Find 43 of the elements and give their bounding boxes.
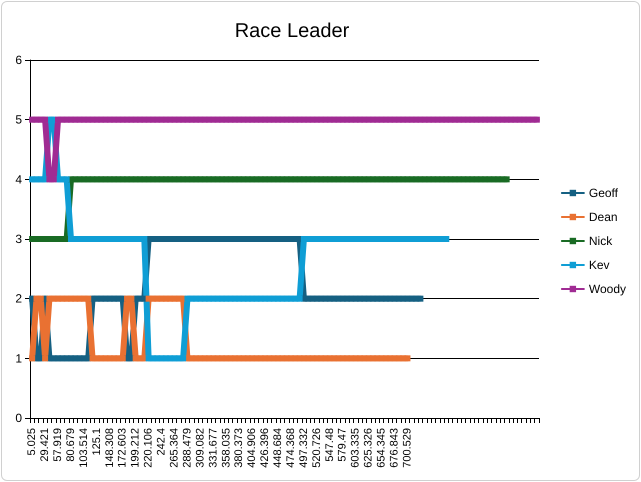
x-tick-label: 358.035 bbox=[220, 428, 232, 468]
x-tick-label: 603.335 bbox=[350, 428, 362, 468]
x-tick-label: 547.48 bbox=[324, 428, 336, 462]
x-tick-label: 265.364 bbox=[168, 428, 181, 468]
x-tick-label: 309.082 bbox=[194, 428, 206, 468]
x-tick-label: 520.726 bbox=[310, 428, 323, 468]
x-tick-label: 380.373 bbox=[233, 428, 246, 468]
y-tick-label: 0 bbox=[15, 411, 22, 425]
x-tick-label: 404.906 bbox=[246, 428, 258, 468]
x-tick-label: 448.684 bbox=[272, 428, 284, 468]
x-tick-label: 80.679 bbox=[64, 428, 77, 462]
x-tick-label: 5.025 bbox=[26, 428, 38, 456]
legend-label: Dean bbox=[588, 210, 618, 224]
legend-label: Nick bbox=[588, 234, 614, 248]
y-tick-label: 3 bbox=[15, 232, 22, 246]
x-tick-label: 625.326 bbox=[362, 428, 375, 468]
x-tick-label: 497.332 bbox=[298, 428, 310, 468]
y-tick-label: 6 bbox=[15, 53, 22, 67]
x-tick-label: 654.345 bbox=[376, 428, 388, 468]
x-tick-label: 199.212 bbox=[130, 428, 142, 468]
x-tick-label: 676.843 bbox=[388, 428, 400, 468]
y-tick-label: 2 bbox=[15, 292, 22, 306]
x-tick-label: 331.677 bbox=[207, 428, 220, 468]
legend-label: Kev bbox=[588, 258, 610, 272]
x-tick-label: 29.421 bbox=[39, 428, 52, 462]
x-tick-label: 288.479 bbox=[181, 428, 194, 468]
x-tick-label: 700.529 bbox=[401, 428, 414, 468]
x-tick-label: 220.106 bbox=[142, 428, 155, 468]
y-tick-label: 5 bbox=[15, 112, 22, 127]
x-tick-label: 57.919 bbox=[52, 428, 64, 462]
x-tick-label: 172.603 bbox=[116, 428, 129, 468]
x-tick-label: 103.514 bbox=[78, 428, 90, 468]
x-tick-label: 426.396 bbox=[259, 428, 272, 468]
x-tick-label: 579.47 bbox=[336, 428, 349, 462]
y-tick-label: 4 bbox=[15, 172, 22, 186]
x-tick-label: 242.4 bbox=[156, 428, 168, 456]
x-tick-label: 148.308 bbox=[104, 428, 116, 468]
chart-title: Race Leader bbox=[234, 20, 350, 42]
x-tick-label: 474.368 bbox=[284, 428, 297, 468]
legend-label: Woody bbox=[588, 282, 626, 296]
x-tick-label: 125.1 bbox=[90, 428, 103, 456]
legend-label: Geoff bbox=[588, 186, 619, 200]
y-tick-label: 1 bbox=[15, 351, 22, 366]
